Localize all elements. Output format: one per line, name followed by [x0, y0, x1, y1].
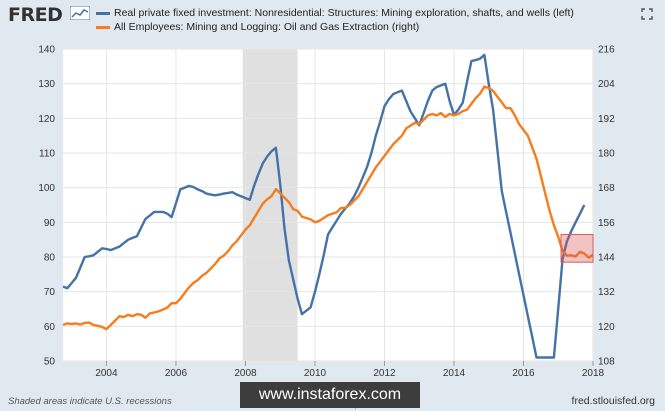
right-tick-label: 192 [598, 114, 615, 125]
series-line-employees [62, 85, 594, 331]
fred-logo[interactable]: FRED [8, 4, 63, 26]
left-tick-label: 110 [39, 149, 55, 160]
legend-label-employees: All Employees: Mining and Logging: Oil a… [114, 21, 420, 33]
site-link[interactable]: fred.stlouisfed.org [571, 395, 655, 407]
x-tick-label: 2018 [582, 368, 605, 379]
x-tick-label: 2010 [304, 368, 327, 379]
right-tick-label: 120 [598, 322, 615, 333]
watermark-banner: www.instaforex.com [240, 382, 420, 408]
legend-swatch-investment [96, 11, 110, 15]
right-axis: 108 120 132 144 156 168 180 192 204 216 [598, 45, 615, 368]
left-tick-label: 140 [38, 45, 55, 56]
right-tick-label: 216 [598, 45, 615, 56]
series-layer [62, 53, 594, 359]
right-tick-label: 132 [598, 287, 615, 298]
plot-area [63, 49, 593, 361]
highlight-layer [560, 233, 594, 263]
chart-line-icon [70, 6, 90, 20]
expand-icon[interactable] [641, 8, 653, 20]
recession-shading-layer [242, 49, 298, 361]
right-tick-label: 168 [598, 183, 615, 194]
series-line-investment [62, 53, 586, 359]
x-tick-label: 2016 [512, 368, 535, 379]
left-axis: 50 60 70 80 90 100 110 120 130 140 [38, 45, 55, 368]
x-axis: 2004 2006 2008 2010 2012 2014 2016 2018 [95, 361, 605, 379]
x-tick-label: 2012 [373, 368, 396, 379]
left-tick-label: 120 [38, 114, 55, 125]
left-tick-label: 80 [44, 253, 56, 264]
right-tick-label: 108 [598, 357, 615, 368]
legend-item-investment: Real private fixed investment: Nonreside… [96, 7, 574, 19]
right-tick-label: 144 [598, 253, 615, 264]
highlight-box [560, 233, 594, 263]
x-tick-label: 2006 [165, 368, 188, 379]
right-tick-label: 204 [598, 79, 615, 90]
left-tick-label: 60 [44, 322, 56, 333]
legend-swatch-employees [96, 25, 110, 29]
right-tick-label: 180 [598, 149, 615, 160]
right-tick-label: 156 [598, 218, 615, 229]
recession-note: Shaded areas indicate U.S. recessions [8, 396, 172, 407]
legend-label-investment: Real private fixed investment: Nonreside… [114, 7, 574, 19]
x-tick-label: 2004 [95, 368, 118, 379]
recession-band [242, 49, 298, 361]
x-tick-label: 2008 [234, 368, 257, 379]
left-tick-label: 130 [38, 79, 55, 90]
left-tick-label: 100 [38, 183, 55, 194]
legend-item-employees: All Employees: Mining and Logging: Oil a… [96, 21, 419, 33]
x-tick-label: 2014 [443, 368, 466, 379]
left-tick-label: 50 [44, 357, 56, 368]
chart-header: FRED Real private fixed investment: Nonr… [0, 0, 665, 44]
left-tick-label: 70 [44, 287, 56, 298]
left-tick-label: 90 [44, 218, 56, 229]
